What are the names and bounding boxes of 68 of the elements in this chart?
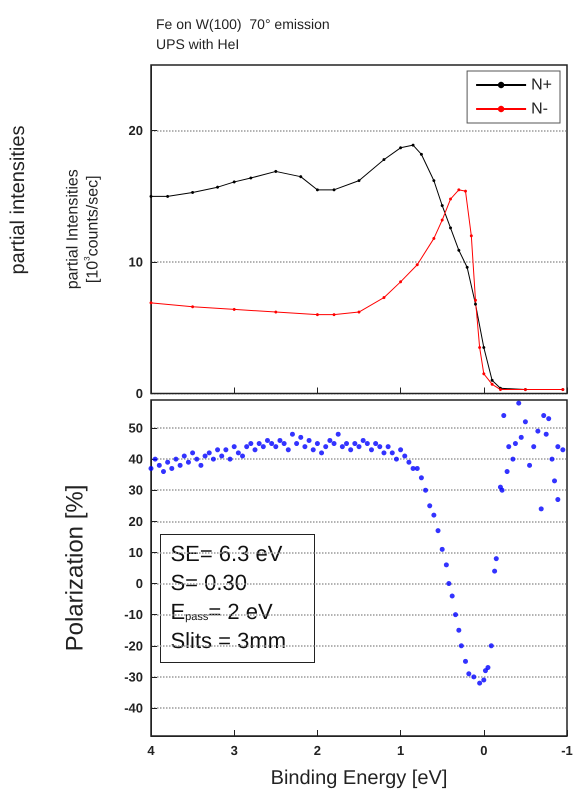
point <box>332 188 336 192</box>
point <box>274 170 278 173</box>
point <box>432 179 436 182</box>
y-axis-title: Polarization [%] <box>62 484 88 652</box>
point <box>249 176 252 180</box>
chart-title: Fe on W(100) 70° emission <box>156 16 330 32</box>
annotation: Slits = 3mm <box>170 628 286 653</box>
y-tick-label: 10 <box>128 254 143 270</box>
point <box>232 180 236 184</box>
point <box>166 194 170 198</box>
x-axis-title: Binding Energy [eV] <box>270 767 448 789</box>
point <box>478 346 482 350</box>
y-tick-label: 40 <box>128 452 143 467</box>
point <box>490 382 494 386</box>
point <box>474 302 477 306</box>
point <box>382 296 386 300</box>
point <box>470 234 473 238</box>
point <box>420 152 423 156</box>
point <box>399 146 402 150</box>
x-tick-label: 2 <box>314 743 322 758</box>
line-series <box>150 188 564 392</box>
point <box>358 179 360 182</box>
y-tick-label: 20 <box>128 123 143 138</box>
point <box>399 280 402 284</box>
point <box>274 310 278 314</box>
point <box>466 266 469 269</box>
point <box>150 301 152 304</box>
point <box>416 263 419 266</box>
x-tick-label: 1 <box>396 743 404 758</box>
point <box>464 190 467 193</box>
point <box>332 313 336 316</box>
point <box>232 308 236 311</box>
point <box>440 218 444 222</box>
point <box>216 186 220 189</box>
point <box>382 158 386 162</box>
point <box>482 372 486 376</box>
x-tick-label: -1 <box>561 743 573 758</box>
y-tick-label: 30 <box>128 482 143 498</box>
y-tick-label: 0 <box>136 386 143 401</box>
point <box>412 144 415 147</box>
y-tick-label: -10 <box>124 607 143 622</box>
y-tick-label: 10 <box>128 544 143 560</box>
chart-subtitle: UPS with HeI <box>156 36 240 52</box>
point <box>432 236 436 240</box>
annotation: S= 0.30 <box>170 570 247 595</box>
point <box>457 188 460 192</box>
point <box>449 226 452 230</box>
y-tick-label: -40 <box>124 700 143 716</box>
point <box>191 190 194 194</box>
text: partial intensities <box>7 126 29 274</box>
point <box>482 346 486 350</box>
point <box>316 313 319 316</box>
point <box>150 194 152 198</box>
y-tick-label: 20 <box>128 514 143 529</box>
x-tick-label: 3 <box>230 743 238 758</box>
point <box>490 378 494 382</box>
legend-label: N+ <box>531 76 552 94</box>
point <box>440 204 444 208</box>
y-tick-label: 0 <box>136 576 143 592</box>
x-tick-label: 4 <box>147 743 156 758</box>
y-tick-label: -20 <box>124 638 143 654</box>
x-tick-label: 0 <box>480 743 488 758</box>
point <box>316 188 319 192</box>
point <box>474 298 477 302</box>
y-tick-label: 50 <box>128 420 143 436</box>
y-tick-label: -30 <box>124 669 143 684</box>
legend-label: N- <box>531 100 548 118</box>
point <box>191 305 194 308</box>
